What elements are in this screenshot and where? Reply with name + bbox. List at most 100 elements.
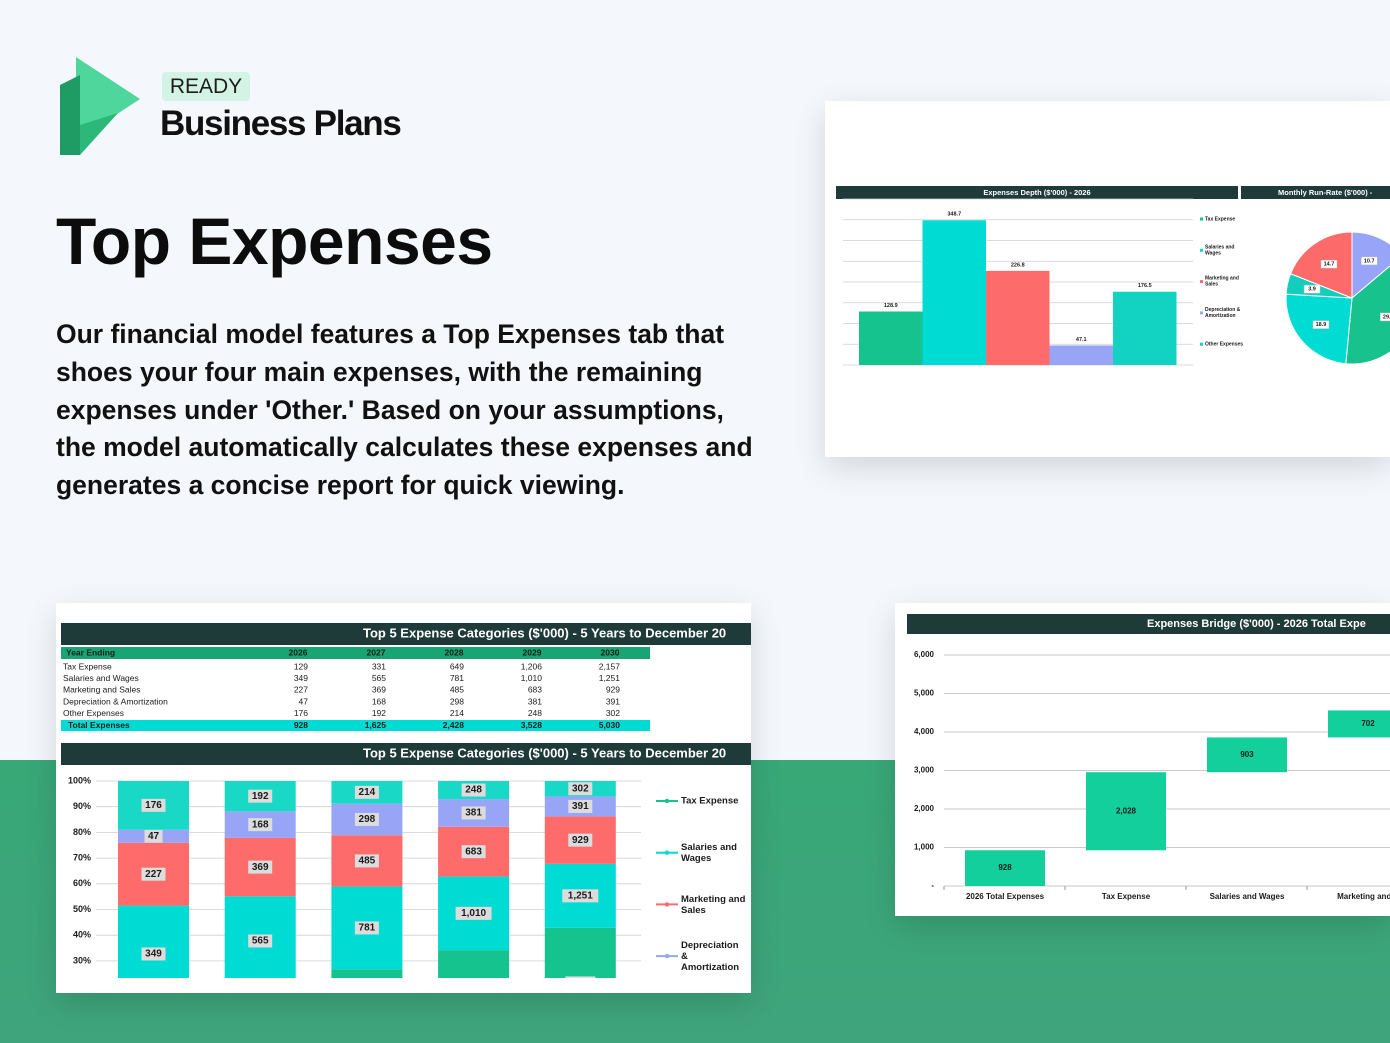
value-label: 381 xyxy=(465,808,482,819)
bridge-card: Expenses Bridge ($'000) - 2026 Total Exp… xyxy=(895,603,1390,916)
value-label-box xyxy=(1312,320,1330,329)
table-cell: 192 xyxy=(372,708,386,718)
legend-swatch xyxy=(1200,217,1203,221)
legend-label: Marketing and Sales xyxy=(681,893,746,915)
y-tick-label: 4,000 xyxy=(914,727,935,736)
title-bar xyxy=(1241,186,1390,199)
bar xyxy=(1049,345,1113,365)
y-tick-label: 5,000 xyxy=(914,689,935,698)
bar-segment xyxy=(544,927,616,978)
depth-card: Expenses Depth ($'000) - 2026 Monthly Ru… xyxy=(825,101,1390,457)
table-cell: Other Expenses xyxy=(63,708,124,718)
table-cell: 2,157 xyxy=(599,661,621,671)
legend-swatch xyxy=(1200,248,1203,252)
table-cell: 214 xyxy=(450,708,464,718)
y-tick-label: 80% xyxy=(73,827,91,837)
x-tick-label: 2026 Total Expenses xyxy=(966,892,1045,901)
title-bar xyxy=(907,614,1390,634)
value-label: 214 xyxy=(359,787,376,798)
value-label: 192 xyxy=(252,791,269,802)
table-cell: 227 xyxy=(294,685,308,695)
value-label: 391 xyxy=(572,801,589,812)
table-cell: 1,206 xyxy=(521,661,543,671)
table-cell: 349 xyxy=(294,673,308,683)
table-cell: 168 xyxy=(372,696,386,706)
value-label: 176.5 xyxy=(1138,283,1152,289)
value-label-box xyxy=(141,798,166,812)
table-cell: 929 xyxy=(606,685,620,695)
value-label-box xyxy=(1320,259,1338,269)
table-cell: 1,251 xyxy=(599,673,621,683)
table-cell: Salaries and Wages xyxy=(63,673,139,683)
value-label: 3.9 xyxy=(1308,287,1316,293)
value-label-box xyxy=(141,947,166,961)
value-label: 14.7 xyxy=(1324,262,1335,268)
plot-area: 129331649120621573495657811,0101,2512273… xyxy=(118,781,616,989)
value-label: 369 xyxy=(252,862,269,873)
table-cell: 381 xyxy=(528,696,542,706)
legend-label: Tax Expense xyxy=(681,796,738,807)
bar xyxy=(922,220,986,365)
total-cell: 928 xyxy=(294,720,308,730)
total-cell: 1,625 xyxy=(365,720,387,730)
value-label: 565 xyxy=(252,936,269,947)
legend-swatch xyxy=(1200,280,1203,284)
value-label-box xyxy=(144,829,163,843)
value-label: 29.1 xyxy=(1383,314,1390,320)
value-label: 348.7 xyxy=(947,212,961,218)
total-cell: 3,528 xyxy=(521,720,543,730)
title-bar xyxy=(61,623,751,645)
description: Our financial model features a Top Expen… xyxy=(56,319,753,501)
value-label: 10.7 xyxy=(1364,258,1375,264)
value-label-box xyxy=(354,921,379,935)
value-label: 2157 xyxy=(569,978,592,989)
total-row xyxy=(61,720,650,731)
bar xyxy=(1086,772,1166,851)
table-cell: 331 xyxy=(372,661,386,671)
value-label: 485 xyxy=(359,856,376,867)
value-label-box xyxy=(562,889,599,903)
legend-marker xyxy=(664,953,670,959)
table-cell: Marketing and Sales xyxy=(63,685,141,695)
legend-label: Depreciation & Amortization xyxy=(1205,307,1241,319)
total-cell: Total Expenses xyxy=(68,720,130,730)
total-cell: 2,428 xyxy=(443,720,465,730)
value-label-box xyxy=(248,789,273,803)
bar xyxy=(1328,710,1390,738)
table-cell: 248 xyxy=(528,708,542,718)
value-label-box xyxy=(354,854,379,868)
value-label: 702 xyxy=(1361,719,1375,728)
value-label: 1,010 xyxy=(461,908,486,919)
y-tick-label: 30% xyxy=(73,955,91,965)
chart-title: Expenses Depth ($'000) - 2026 xyxy=(983,188,1090,197)
value-label: 781 xyxy=(359,923,376,934)
total-cell: 5,030 xyxy=(599,720,621,730)
table-cell: 683 xyxy=(528,685,542,695)
y-tick-label: 70% xyxy=(73,852,91,862)
title-bar xyxy=(836,186,1238,199)
bridge-chart: Expenses Bridge ($'000) - 2026 Total Exp… xyxy=(907,614,1390,901)
table-cell: Depreciation & Amortization xyxy=(63,696,168,706)
table-cell: 649 xyxy=(450,661,464,671)
value-label: 349 xyxy=(145,949,162,960)
y-tick-label: 3,000 xyxy=(914,766,935,775)
bar-segment xyxy=(118,905,189,978)
legend-swatch xyxy=(1200,311,1203,315)
bar-segment xyxy=(438,950,510,978)
value-label: 298 xyxy=(359,814,376,825)
header-row xyxy=(61,647,650,659)
depth-chart: Expenses Depth ($'000) - 2026 Monthly Ru… xyxy=(836,186,1390,366)
table-cell: 47 xyxy=(299,696,309,706)
table-cell: 565 xyxy=(372,673,386,683)
value-label: 302 xyxy=(572,783,589,794)
x-tick-label: Marketing and S xyxy=(1337,892,1390,901)
value-label-box xyxy=(248,934,273,948)
chart-title: Expenses Bridge ($'000) - 2026 Total Exp… xyxy=(1147,618,1366,630)
y-tick-label: 90% xyxy=(73,801,91,811)
legend-label: Salaries and Wages xyxy=(1205,245,1234,257)
bar-segment xyxy=(331,969,403,978)
value-label: 2,028 xyxy=(1116,806,1137,815)
table-cell: 176 xyxy=(294,708,308,718)
bar xyxy=(1207,737,1287,773)
